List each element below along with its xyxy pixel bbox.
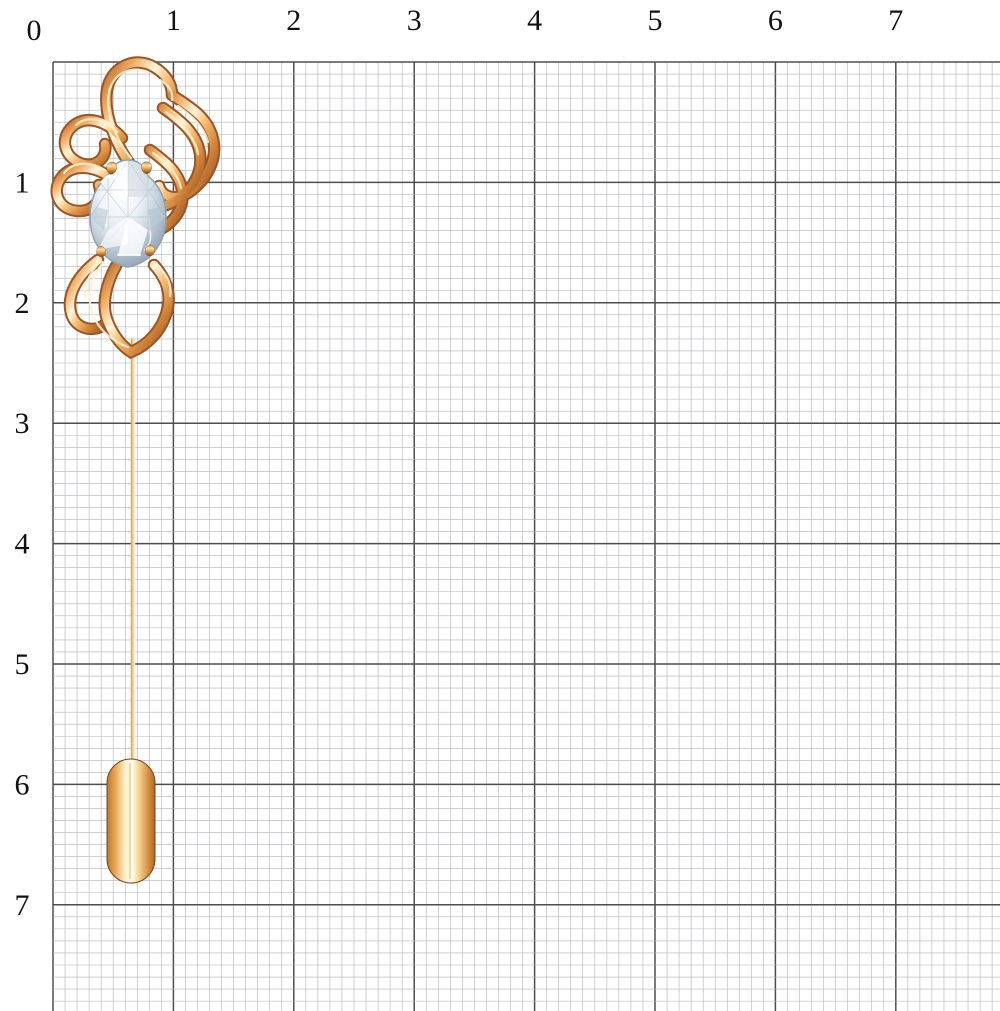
svg-text:0: 0 [27,14,42,47]
svg-text:7: 7 [888,4,903,37]
svg-text:3: 3 [15,407,30,440]
svg-text:2: 2 [286,4,301,37]
svg-text:1: 1 [166,4,181,37]
svg-text:3: 3 [407,4,422,37]
svg-text:4: 4 [15,528,30,561]
svg-text:5: 5 [648,4,663,37]
svg-text:4: 4 [527,4,542,37]
svg-text:7: 7 [15,889,30,922]
svg-text:5: 5 [15,648,30,681]
svg-text:6: 6 [768,4,783,37]
svg-text:1: 1 [15,166,30,199]
svg-text:2: 2 [15,287,30,320]
svg-text:6: 6 [15,768,30,801]
